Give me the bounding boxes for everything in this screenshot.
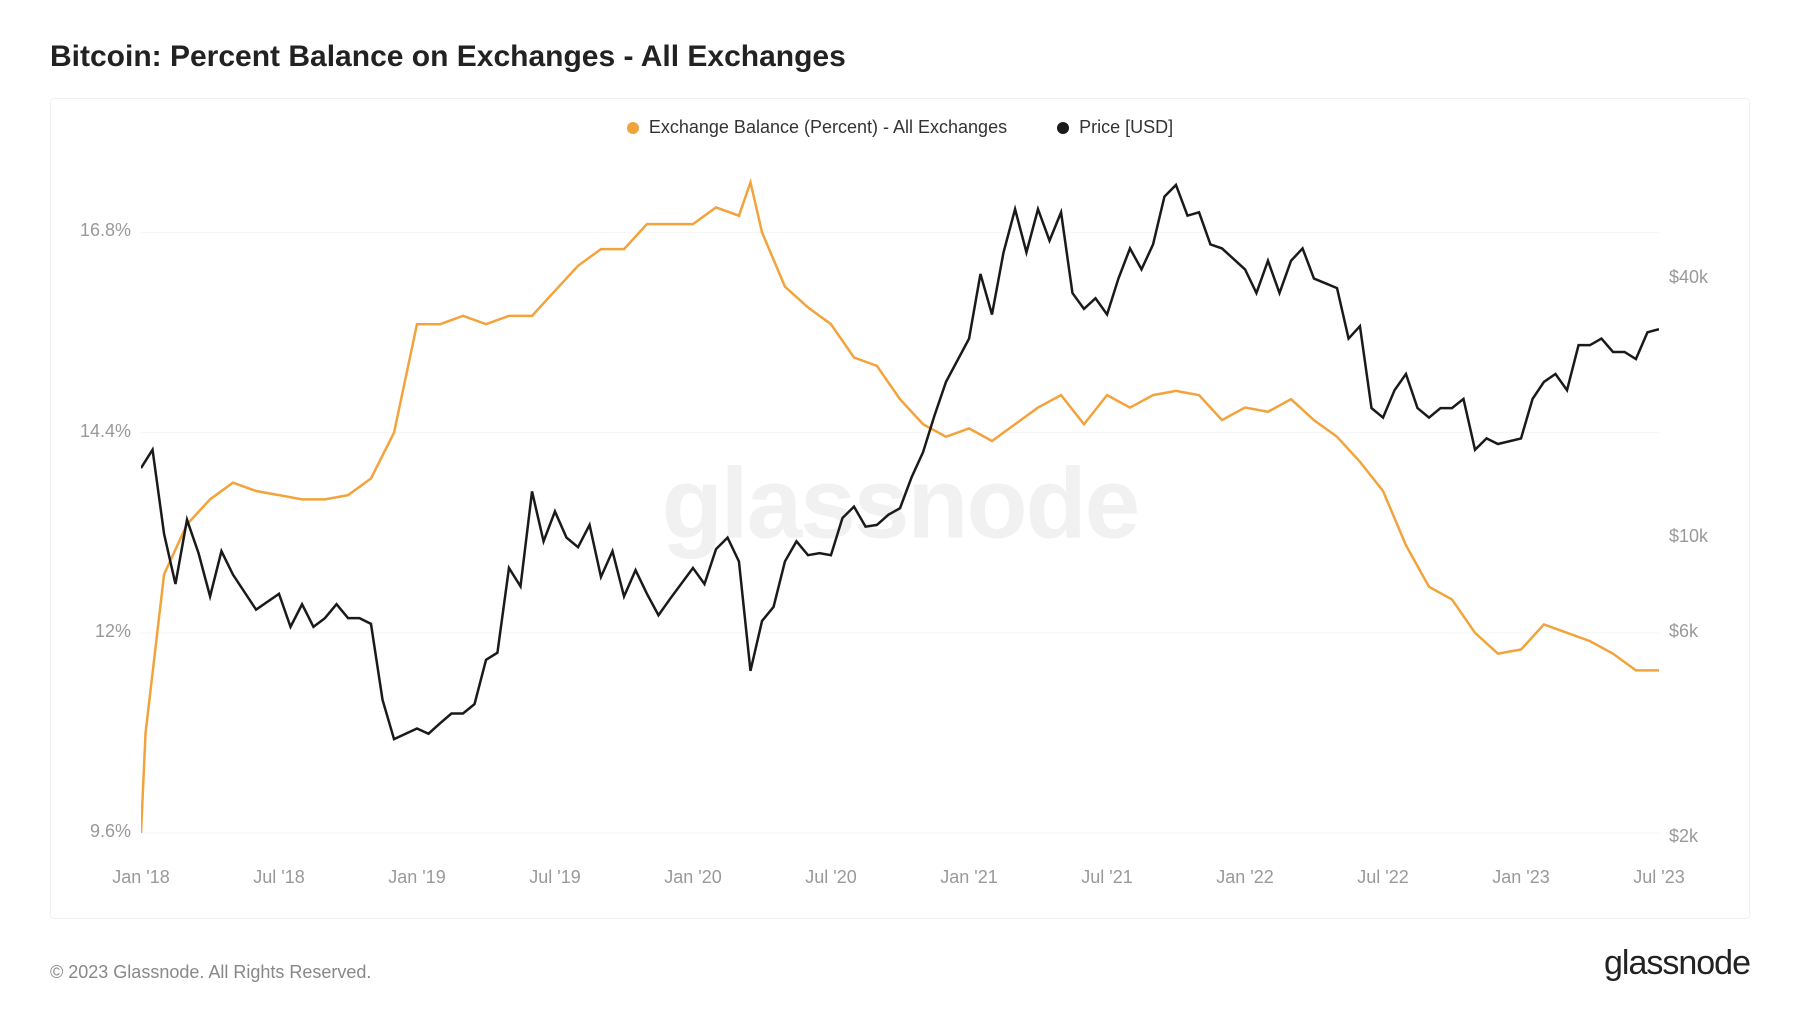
x-tick: Jan '22 (1216, 867, 1273, 888)
x-tick: Jan '20 (664, 867, 721, 888)
chart-title: Bitcoin: Percent Balance on Exchanges - … (50, 40, 1750, 74)
brand-logo: glassnode (1604, 944, 1750, 983)
y-right-tick: $6k (1669, 621, 1729, 642)
chart-container: Exchange Balance (Percent) - All Exchang… (50, 98, 1750, 919)
legend: Exchange Balance (Percent) - All Exchang… (51, 117, 1749, 138)
y-left-tick: 14.4% (71, 421, 131, 442)
plot-area: glassnode (141, 149, 1659, 858)
legend-item-balance: Exchange Balance (Percent) - All Exchang… (627, 117, 1007, 138)
copyright: © 2023 Glassnode. All Rights Reserved. (50, 962, 371, 983)
x-tick: Jan '23 (1492, 867, 1549, 888)
x-tick: Jan '21 (940, 867, 997, 888)
y-left-tick: 12% (71, 621, 131, 642)
x-tick: Jan '18 (112, 867, 169, 888)
y-right-tick: $10k (1669, 526, 1729, 547)
x-tick: Jul '19 (529, 867, 580, 888)
x-tick: Jul '21 (1081, 867, 1132, 888)
y-right-tick: $2k (1669, 826, 1729, 847)
swatch-balance (627, 122, 639, 134)
swatch-price (1057, 122, 1069, 134)
x-tick: Jul '18 (253, 867, 304, 888)
legend-label-balance: Exchange Balance (Percent) - All Exchang… (649, 117, 1007, 138)
legend-item-price: Price [USD] (1057, 117, 1173, 138)
y-left-tick: 16.8% (71, 220, 131, 241)
x-tick: Jul '23 (1633, 867, 1684, 888)
legend-label-price: Price [USD] (1079, 117, 1173, 138)
y-left-tick: 9.6% (71, 821, 131, 842)
y-right-tick: $40k (1669, 267, 1729, 288)
chart-svg (141, 149, 1659, 858)
x-tick: Jan '19 (388, 867, 445, 888)
x-tick: Jul '20 (805, 867, 856, 888)
x-tick: Jul '22 (1357, 867, 1408, 888)
